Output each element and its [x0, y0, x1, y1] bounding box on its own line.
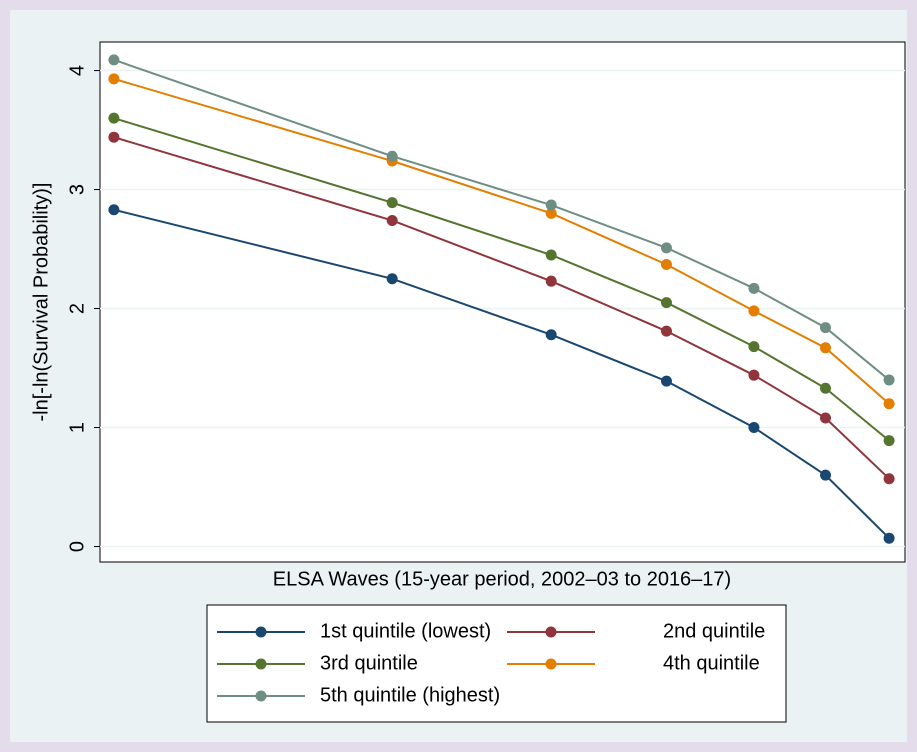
point [660, 242, 672, 254]
point [883, 435, 895, 447]
point [545, 199, 557, 211]
point [386, 214, 398, 226]
point [108, 73, 120, 85]
legend-marker [255, 690, 267, 702]
legend-label: 4th quintile [663, 652, 760, 674]
point [883, 473, 895, 485]
y-tick-label: 3 [66, 184, 88, 195]
point [748, 422, 760, 434]
point [660, 375, 672, 387]
point [748, 341, 760, 353]
point [386, 197, 398, 209]
point [819, 322, 831, 334]
point [883, 398, 895, 410]
legend-label: 2nd quintile [663, 620, 765, 642]
point [748, 282, 760, 294]
legend-marker [255, 626, 267, 638]
point [108, 131, 120, 143]
point [545, 249, 557, 261]
x-axis-label: ELSA Waves (15-year period, 2002–03 to 2… [273, 568, 731, 590]
point [545, 329, 557, 341]
legend-marker [255, 658, 267, 670]
point [883, 532, 895, 544]
point [660, 259, 672, 271]
point [108, 204, 120, 216]
point [819, 469, 831, 481]
point [386, 273, 398, 285]
point [748, 369, 760, 381]
legend-label: 1st quintile (lowest) [320, 620, 491, 642]
point [819, 412, 831, 424]
point [386, 150, 398, 162]
point [819, 342, 831, 354]
point [819, 382, 831, 394]
point [545, 207, 557, 219]
y-axis-label: -ln[-ln(Survival Probability)] [30, 183, 52, 422]
point [660, 297, 672, 309]
point [108, 54, 120, 66]
legend-marker [545, 626, 557, 638]
plot-area [99, 41, 906, 563]
legend-label: 5th quintile (highest) [320, 684, 500, 706]
point [545, 275, 557, 287]
point [108, 112, 120, 124]
point [660, 325, 672, 337]
legend-marker [545, 658, 557, 670]
y-tick-label: 0 [66, 541, 88, 552]
point [748, 305, 760, 317]
legend-label: 3rd quintile [320, 652, 418, 674]
y-tick-label: 4 [66, 65, 88, 76]
y-tick-label: 1 [66, 422, 88, 433]
y-tick-label: 2 [66, 303, 88, 314]
point [883, 374, 895, 386]
